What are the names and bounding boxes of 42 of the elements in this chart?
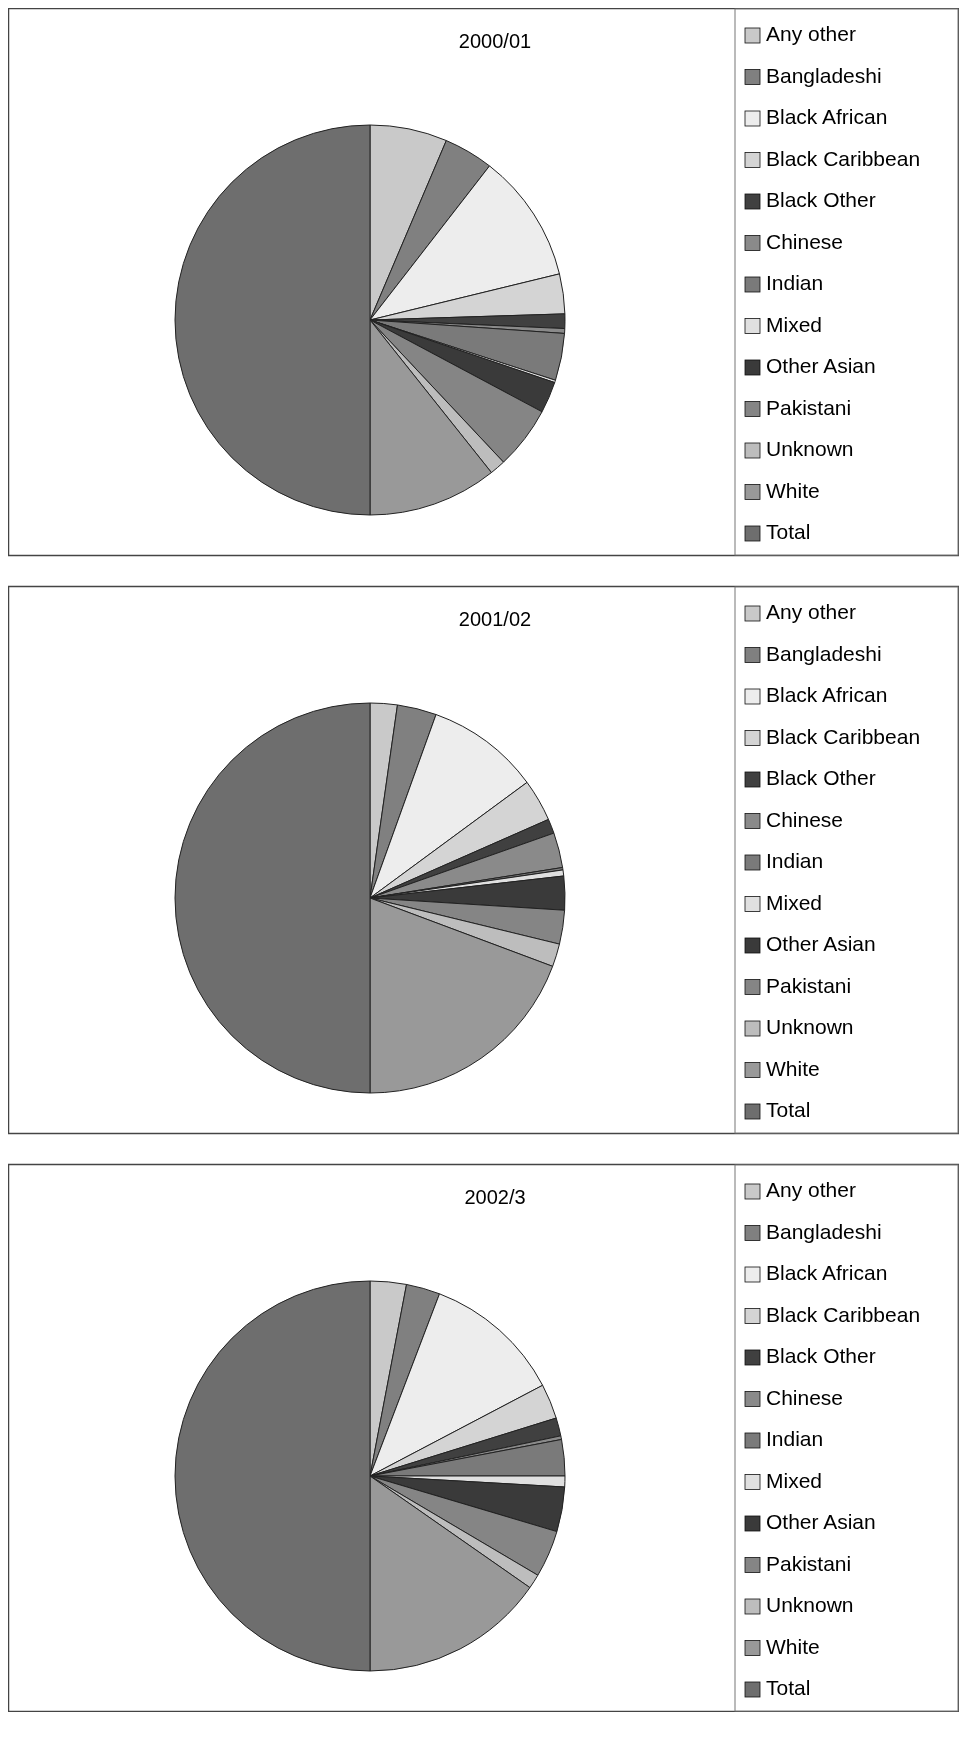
legend-label: Pakistani (766, 395, 852, 419)
legend-label: Pakistani (766, 1551, 852, 1575)
legend-label: White (766, 1634, 820, 1658)
legend-label: Black Caribbean (766, 146, 921, 170)
legend-label: Mixed (766, 1468, 823, 1492)
legend-label: Unknown (766, 437, 854, 460)
legend-label: Indian (766, 849, 824, 872)
legend-label: Total (766, 520, 811, 543)
legend-label: Chinese (766, 1385, 844, 1409)
legend-label: Bangladeshi (766, 641, 882, 665)
legend-label: Black African (766, 683, 888, 706)
legend-label: White (766, 1056, 820, 1080)
legend-label: Black Other (766, 188, 876, 211)
legend-label: Mixed (766, 312, 823, 336)
legend-label: Black African (766, 1261, 888, 1284)
legend-label: Black Other (766, 766, 876, 789)
legend-label: Other Asian (766, 1510, 876, 1533)
legend-label: Any other (766, 22, 856, 45)
legend-label: Chinese (766, 807, 844, 831)
text: 2002/3 (464, 1186, 526, 1208)
legend-label: Unknown (766, 1015, 854, 1038)
legend-label: Bangladeshi (766, 63, 882, 87)
legend-label: Pakistani (766, 973, 852, 997)
legend-label: Total (766, 1676, 811, 1699)
legend-label: White (766, 478, 820, 502)
legend-label: Indian (766, 271, 824, 294)
legend-label: Chinese (766, 229, 844, 253)
legend-label: Total (766, 1098, 811, 1121)
legend-label: Black Caribbean (766, 724, 921, 748)
legend-label: Black African (766, 105, 888, 128)
legend-label: Any other (766, 1178, 856, 1201)
text: 2000/01 (458, 30, 532, 52)
legend-label: Any other (766, 600, 856, 623)
legend-label: Black Other (766, 1344, 876, 1367)
legend-label: Mixed (766, 890, 823, 914)
text: 2001/02 (458, 608, 532, 630)
legend-label: Other Asian (766, 354, 876, 377)
legend-label: Black Caribbean (766, 1302, 921, 1326)
legend-label: Indian (766, 1427, 824, 1450)
legend-label: Bangladeshi (766, 1219, 882, 1243)
legend-label: Other Asian (766, 932, 876, 955)
legend-label: Unknown (766, 1593, 854, 1616)
